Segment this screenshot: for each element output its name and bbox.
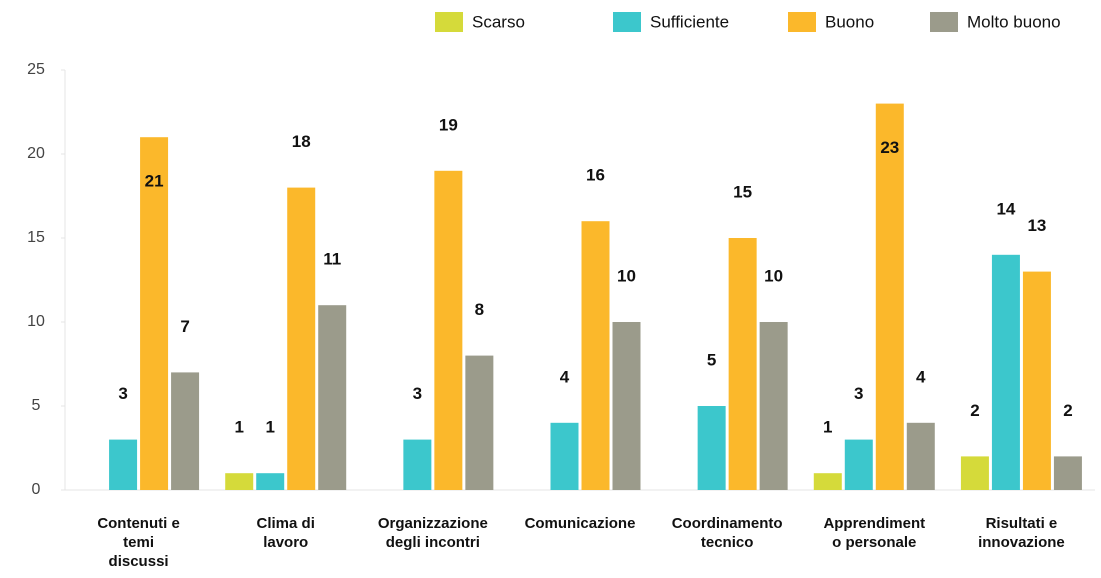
data-label: 11 bbox=[323, 250, 341, 269]
data-label: 16 bbox=[586, 166, 605, 185]
bar bbox=[171, 372, 200, 490]
bar bbox=[875, 103, 904, 490]
data-label: 13 bbox=[1027, 216, 1046, 235]
legend-swatch bbox=[930, 12, 958, 32]
data-label: 3 bbox=[854, 384, 863, 403]
data-label: 21 bbox=[145, 172, 164, 191]
bar bbox=[581, 221, 610, 490]
x-tick-label: Apprendiment o personale bbox=[823, 515, 926, 551]
bar bbox=[225, 473, 254, 490]
x-tick-label: Risultati e innovazione bbox=[978, 515, 1065, 551]
x-tick-label: Clima di lavoro bbox=[256, 515, 315, 551]
bar bbox=[960, 456, 989, 490]
data-label: 15 bbox=[733, 182, 752, 201]
data-label: 5 bbox=[707, 350, 716, 369]
data-label: 2 bbox=[1063, 401, 1072, 420]
data-label: 3 bbox=[118, 384, 127, 403]
bar bbox=[844, 439, 873, 490]
x-tick-label: Comunicazione bbox=[524, 515, 636, 532]
legend-swatch bbox=[435, 12, 463, 32]
data-label: 10 bbox=[617, 266, 636, 285]
data-label: 3 bbox=[413, 384, 422, 403]
data-label: 1 bbox=[823, 418, 832, 437]
y-tick-label: 15 bbox=[27, 229, 45, 246]
y-tick-label: 25 bbox=[27, 61, 45, 78]
legend-label: Molto buono bbox=[967, 12, 1061, 31]
data-label: 4 bbox=[560, 367, 570, 386]
x-tick-label: Contenuti e temi discussi bbox=[97, 515, 180, 570]
y-tick-label: 10 bbox=[27, 313, 45, 330]
bar bbox=[728, 238, 757, 490]
data-label: 19 bbox=[439, 115, 458, 134]
data-label: 7 bbox=[180, 317, 189, 336]
bar bbox=[318, 305, 347, 490]
bar bbox=[287, 187, 316, 490]
y-tick-label: 0 bbox=[32, 481, 41, 498]
legend-swatch bbox=[788, 12, 816, 32]
y-tick-label: 20 bbox=[27, 145, 45, 162]
bar bbox=[697, 406, 726, 490]
bar bbox=[813, 473, 842, 490]
data-label: 4 bbox=[916, 367, 926, 386]
data-label: 18 bbox=[292, 132, 311, 151]
bar bbox=[550, 422, 579, 490]
y-tick-label: 5 bbox=[32, 397, 41, 414]
bar bbox=[991, 254, 1020, 490]
data-label: 8 bbox=[475, 300, 484, 319]
bar bbox=[1053, 456, 1082, 490]
bar bbox=[906, 422, 935, 490]
legend-label: Sufficiente bbox=[650, 12, 729, 31]
data-label: 1 bbox=[234, 418, 243, 437]
data-label: 1 bbox=[265, 418, 274, 437]
bar bbox=[140, 137, 169, 490]
bar bbox=[434, 170, 463, 491]
bar bbox=[403, 439, 432, 490]
bar bbox=[109, 439, 138, 490]
bar bbox=[759, 322, 788, 490]
legend-swatch bbox=[613, 12, 641, 32]
data-label: 23 bbox=[880, 138, 899, 157]
legend-label: Scarso bbox=[472, 12, 525, 31]
bar bbox=[612, 322, 641, 490]
data-label: 10 bbox=[764, 266, 783, 285]
bar bbox=[465, 355, 494, 490]
data-label: 2 bbox=[970, 401, 979, 420]
bar bbox=[256, 473, 285, 490]
legend-label: Buono bbox=[825, 12, 874, 31]
x-tick-label: Coordinamento tecnico bbox=[671, 515, 783, 551]
data-label: 14 bbox=[996, 199, 1015, 218]
x-tick-label: Organizzazione degli incontri bbox=[377, 515, 488, 551]
bar bbox=[1022, 271, 1051, 490]
